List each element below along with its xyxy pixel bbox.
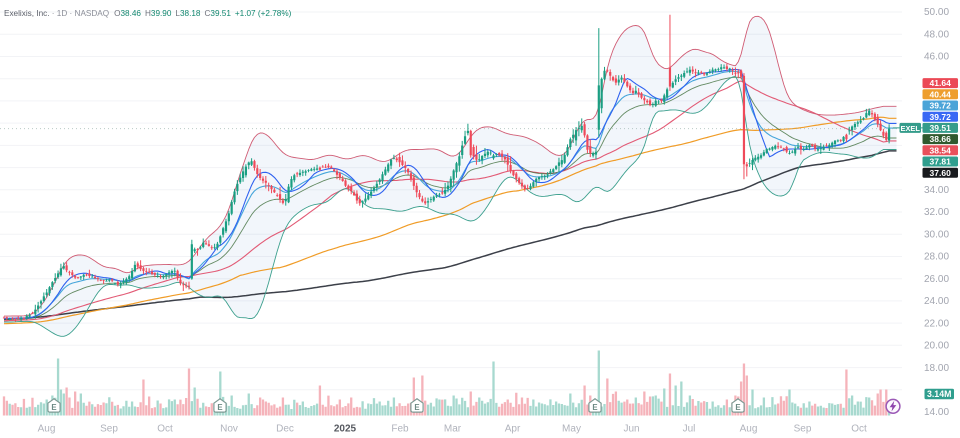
svg-text:38.66: 38.66	[930, 134, 952, 144]
svg-text:28.00: 28.00	[924, 252, 949, 263]
svg-text:E: E	[217, 403, 222, 412]
svg-text:3.14M: 3.14M	[927, 389, 951, 399]
svg-text:48.00: 48.00	[924, 30, 949, 41]
svg-text:Sep: Sep	[100, 424, 118, 435]
svg-text:26.00: 26.00	[924, 274, 949, 285]
svg-text:Jul: Jul	[683, 424, 696, 435]
svg-text:18.00: 18.00	[924, 363, 949, 374]
svg-text:37.81: 37.81	[930, 157, 952, 167]
svg-text:24.00: 24.00	[924, 296, 949, 307]
svg-text:Dec: Dec	[276, 424, 294, 435]
svg-text:May: May	[562, 424, 581, 435]
svg-text:E: E	[414, 403, 419, 412]
svg-text:Apr: Apr	[505, 424, 521, 435]
svg-text:Aug: Aug	[740, 424, 758, 435]
svg-text:30.00: 30.00	[924, 229, 949, 240]
svg-text:34.00: 34.00	[924, 185, 949, 196]
svg-text:32.00: 32.00	[924, 207, 949, 218]
svg-text:41.64: 41.64	[930, 78, 952, 88]
svg-text:EXEL: EXEL	[901, 124, 921, 133]
svg-text:Feb: Feb	[391, 424, 409, 435]
svg-text:E: E	[735, 403, 740, 412]
svg-text:37.60: 37.60	[930, 168, 952, 178]
svg-text:46.00: 46.00	[924, 52, 949, 63]
svg-text:E: E	[51, 403, 56, 412]
svg-text:Oct: Oct	[851, 424, 867, 435]
svg-text:Nov: Nov	[220, 424, 238, 435]
svg-text:39.72: 39.72	[930, 112, 952, 122]
svg-text:Oct: Oct	[157, 424, 173, 435]
svg-text:20.00: 20.00	[924, 341, 949, 352]
svg-text:E: E	[592, 403, 597, 412]
svg-text:14.00: 14.00	[924, 407, 949, 418]
svg-text:22.00: 22.00	[924, 318, 949, 329]
svg-text:Mar: Mar	[444, 424, 462, 435]
svg-text:Aug: Aug	[38, 424, 56, 435]
svg-text:Jun: Jun	[623, 424, 639, 435]
svg-text:40.44: 40.44	[930, 89, 952, 99]
svg-text:50.00: 50.00	[924, 7, 949, 18]
svg-text:2025: 2025	[334, 424, 357, 435]
svg-text:38.54: 38.54	[930, 145, 952, 155]
svg-text:Sep: Sep	[794, 424, 812, 435]
svg-text:39.51: 39.51	[930, 123, 952, 133]
svg-text:39.72: 39.72	[930, 101, 952, 111]
